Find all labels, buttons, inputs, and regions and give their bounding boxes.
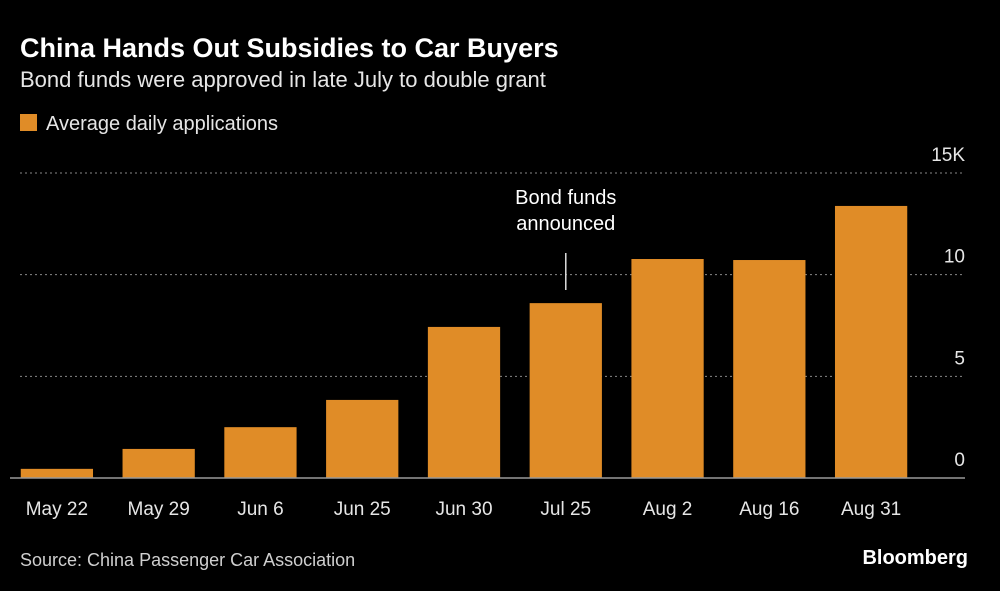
x-tick-label: Jul 25 [540,499,591,520]
bar [427,326,501,478]
y-tick-label: 5 [954,348,965,369]
x-tick-label: Jun 30 [435,499,492,520]
chart-title: China Hands Out Subsidies to Car Buyers [20,33,559,63]
x-tick-label: Jun 6 [237,499,283,520]
x-tick-label: May 22 [26,499,88,520]
legend-swatch [20,114,37,131]
x-tick-label: Aug 2 [643,499,693,520]
bar [224,427,297,478]
legend-label: Average daily applications [46,113,278,135]
bar [326,399,399,478]
annotation: Bond funds [515,187,616,209]
bar [122,448,195,478]
bar [20,468,94,478]
x-tick-label: Aug 16 [739,499,799,520]
annotation: announced [516,213,615,235]
bar [529,303,602,478]
x-tick-label: May 29 [128,499,190,520]
x-tick-label: Aug 31 [841,499,901,520]
brand: Bloomberg [862,547,968,569]
y-tick-label: 10 [944,247,965,268]
chart-subtitle: Bond funds were approved in late July to… [20,67,546,92]
bar [631,259,704,478]
bar [834,205,908,478]
source: Source: China Passenger Car Association [20,550,355,570]
y-tick-label: 0 [954,450,965,471]
y-tick-label: 15K [931,145,965,166]
x-tick-label: Jun 25 [334,499,391,520]
bar [733,260,806,478]
